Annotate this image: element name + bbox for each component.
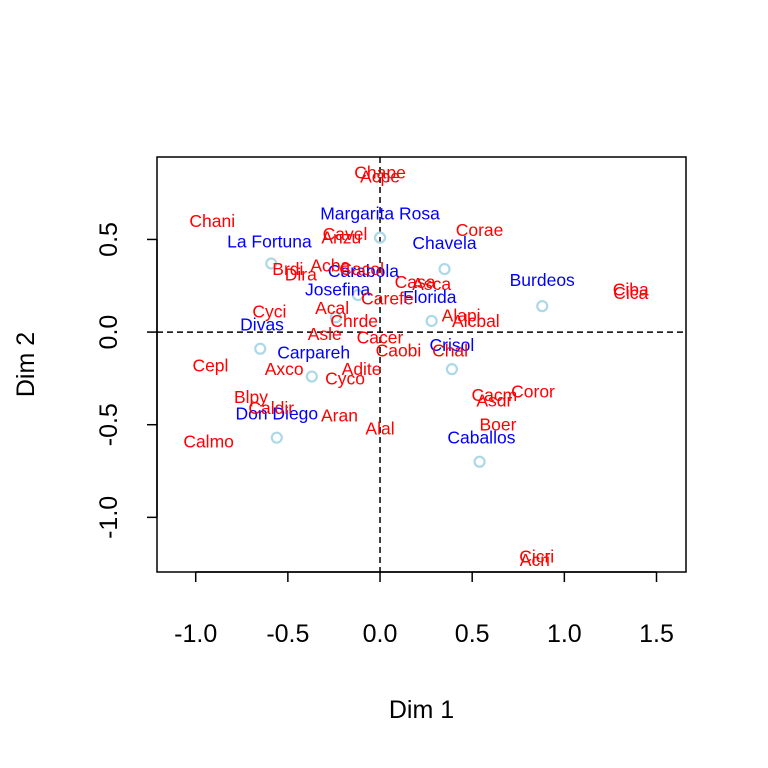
point-label: Adite bbox=[342, 359, 382, 379]
point-label: Blpy bbox=[234, 387, 268, 407]
x-tick-label: 1.5 bbox=[639, 620, 674, 648]
point-marker bbox=[438, 262, 451, 276]
point-label: Acpe bbox=[360, 166, 400, 186]
point-label: Cica bbox=[613, 283, 648, 303]
point-label: Axco bbox=[265, 359, 304, 379]
y-tick-label: 0.0 bbox=[95, 315, 123, 350]
point-label: Dira bbox=[285, 265, 317, 285]
point-label: Chani bbox=[189, 211, 235, 231]
point-marker bbox=[425, 314, 438, 328]
point-label: Josefina bbox=[305, 279, 370, 299]
point-label: Calmo bbox=[183, 431, 234, 451]
point-label: Ciba bbox=[613, 279, 649, 299]
point-label: Caobi bbox=[376, 341, 422, 361]
point-label: Asdr bbox=[476, 391, 512, 411]
point-label: Alapi bbox=[442, 305, 481, 325]
point-label: Cyco bbox=[325, 368, 365, 388]
x-tick-label: 0.0 bbox=[363, 620, 398, 648]
x-tick-label: 0.5 bbox=[455, 620, 490, 648]
point-label: Divas bbox=[240, 315, 284, 335]
point-marker bbox=[473, 455, 486, 468]
point-marker bbox=[270, 431, 283, 444]
point-label: Burdeos bbox=[510, 270, 575, 290]
reference-lines bbox=[157, 157, 686, 572]
point-marker bbox=[265, 257, 278, 270]
point-label: Boer bbox=[480, 415, 517, 435]
point-label: Cavel bbox=[323, 224, 368, 244]
point-label: Alal bbox=[365, 418, 394, 438]
point-label: Casa bbox=[395, 272, 436, 292]
point-label: Aran bbox=[321, 405, 358, 425]
point-label: Cacm bbox=[471, 385, 517, 405]
x-axis-title: Dim 1 bbox=[389, 696, 454, 724]
point-label: Chape bbox=[354, 163, 406, 183]
x-axis: -1.0 -0.5 0.0 0.5 1.0 1.5 bbox=[174, 571, 674, 648]
x-tick-label: -0.5 bbox=[266, 620, 309, 648]
point-label: Alcbal bbox=[452, 311, 500, 331]
x-tick-label: 1.0 bbox=[547, 620, 582, 648]
point-label: Chrde bbox=[330, 311, 378, 331]
point-label: Cacer bbox=[357, 328, 404, 348]
point-label: Florida bbox=[403, 287, 457, 307]
point-label: Carabola bbox=[328, 261, 399, 281]
point-marker bbox=[305, 370, 318, 383]
point-label: Anzu bbox=[321, 228, 361, 248]
point-label: Crisol bbox=[430, 335, 475, 355]
point-label: Acba bbox=[310, 255, 350, 275]
point-label: Cepl bbox=[192, 355, 228, 375]
point-markers bbox=[254, 231, 549, 468]
point-label: Margarita Rosa bbox=[320, 204, 440, 224]
point-label: Coror bbox=[511, 381, 555, 401]
point-label: Acal bbox=[315, 298, 349, 318]
point-label: Corae bbox=[456, 220, 504, 240]
point-label: Cicri bbox=[519, 546, 554, 566]
point-label: Cyci bbox=[252, 302, 286, 322]
point-labels: Margarita Rosa La Fortuna Chavela CarabolaJ… bbox=[183, 163, 649, 570]
x-tick-label: -1.0 bbox=[174, 620, 217, 648]
point-marker bbox=[254, 342, 267, 355]
point-marker bbox=[351, 288, 365, 302]
point-label: Don Diego bbox=[235, 404, 318, 424]
y-axis: -1.0 -0.5 0.0 0.5 bbox=[95, 222, 158, 539]
point-marker bbox=[329, 311, 342, 324]
y-tick-label: -0.5 bbox=[95, 403, 123, 446]
point-label: Caballos bbox=[447, 428, 515, 448]
point-marker bbox=[445, 363, 459, 376]
point-label: Asca bbox=[412, 274, 451, 294]
point-label: Acri bbox=[520, 550, 550, 570]
point-label: Asle bbox=[308, 324, 342, 344]
point-marker bbox=[373, 231, 387, 244]
point-label: Brdi bbox=[272, 259, 303, 279]
point-marker bbox=[536, 300, 549, 313]
point-label: Cacol bbox=[339, 259, 384, 279]
point-label: Caldir bbox=[248, 398, 294, 418]
point-label: Chavela bbox=[412, 233, 476, 253]
y-tick-label: -1.0 bbox=[95, 496, 123, 539]
point-label: Carpareh bbox=[277, 342, 350, 362]
y-axis-title: Dim 2 bbox=[12, 332, 40, 397]
point-label: Carefe bbox=[361, 289, 414, 309]
point-label: La Fortuna bbox=[227, 231, 312, 251]
point-label: Chal bbox=[432, 341, 468, 361]
y-tick-label: 0.5 bbox=[95, 222, 123, 257]
